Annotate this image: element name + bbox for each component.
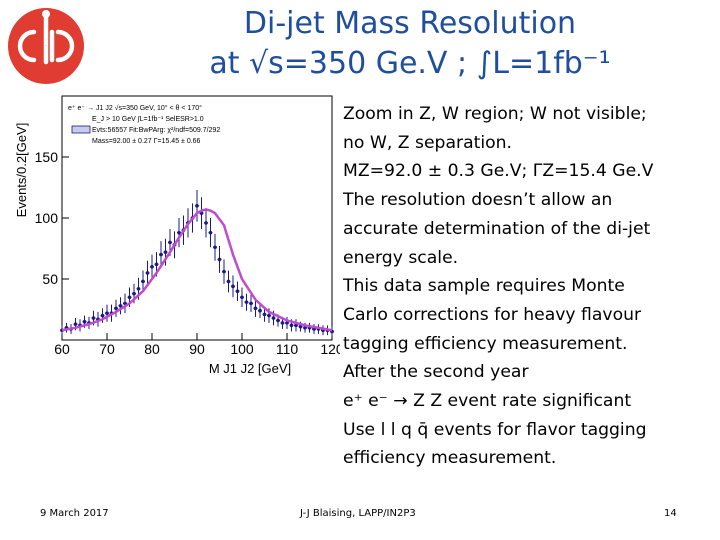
slide-title: Di-jet Mass Resolution at √s=350 Ge.V ; … bbox=[160, 4, 660, 84]
x-tick-label: 110 bbox=[276, 341, 299, 357]
data-point bbox=[118, 304, 123, 308]
body-text-line: efficiency measurement. bbox=[343, 448, 557, 469]
x-tick-label: 100 bbox=[230, 341, 254, 357]
body-text-line: Carlo corrections for heavy flavour bbox=[343, 304, 642, 325]
data-point bbox=[289, 323, 294, 328]
data-point bbox=[132, 291, 136, 296]
data-point bbox=[240, 295, 244, 300]
data-point bbox=[177, 230, 181, 235]
data-point bbox=[105, 311, 109, 315]
clic-logo: CLIC bbox=[8, 8, 84, 84]
body-text-line: e⁺ e⁻ → Z Z event rate significant bbox=[343, 391, 632, 412]
body-text-line: Zoom in Z, W region; W not visible; bbox=[343, 104, 647, 124]
data-point bbox=[195, 204, 199, 208]
data-point bbox=[150, 265, 154, 269]
data-point bbox=[244, 300, 249, 304]
data-point bbox=[235, 289, 240, 293]
body-text-line: accurate determination of the di-jet bbox=[343, 218, 651, 239]
data-point bbox=[262, 312, 267, 317]
data-point bbox=[303, 326, 307, 330]
data-point bbox=[249, 301, 253, 306]
data-point bbox=[285, 321, 289, 325]
data-point bbox=[163, 250, 168, 254]
footer-author: J-J Blaising, LAPP/IN2P3 bbox=[300, 508, 416, 519]
data-point bbox=[258, 308, 262, 313]
x-axis-label: M J1 J2 [GeV] bbox=[209, 361, 291, 376]
data-point bbox=[213, 245, 217, 250]
legend-line-1: e⁺ e⁻ → J1 J2 √s=350 GeV, 10° < θ < 170° bbox=[68, 104, 202, 112]
data-point bbox=[127, 295, 132, 300]
data-point bbox=[82, 319, 87, 324]
data-point bbox=[298, 324, 303, 329]
body-text-line: no W, Z separation. bbox=[343, 132, 512, 153]
data-point bbox=[294, 323, 298, 328]
y-tick-label: 100 bbox=[35, 210, 59, 226]
x-tick-label: 70 bbox=[99, 341, 115, 357]
data-point bbox=[276, 318, 280, 323]
data-point bbox=[208, 230, 213, 235]
body-text-line: This data sample requires Monte bbox=[343, 276, 625, 297]
x-tick-label: 120 bbox=[320, 341, 340, 357]
title-line-2: at √s=350 Ge.V ; ∫L=1fb⁻¹ bbox=[209, 46, 611, 81]
y-tick-label: 50 bbox=[42, 271, 58, 287]
y-axis-label: Events/0.2[GeV] bbox=[14, 123, 29, 218]
data-point bbox=[168, 240, 172, 245]
title-line-1: Di-jet Mass Resolution bbox=[243, 6, 577, 41]
legend-line-4: Mass=92.00 ± 0.27 Γ=15.45 ± 0.66 bbox=[92, 138, 201, 145]
data-point bbox=[114, 306, 118, 311]
fit-curve bbox=[61, 208, 333, 332]
data-point bbox=[267, 313, 271, 318]
data-point bbox=[217, 257, 222, 262]
data-point bbox=[100, 313, 105, 318]
data-point bbox=[73, 322, 78, 326]
x-tick-label: 80 bbox=[144, 341, 160, 357]
dijet-mass-plot: Events/0.2[GeV] 50 100 150 60 70 80 90 100 110 1… bbox=[14, 95, 340, 376]
data-point bbox=[145, 271, 150, 275]
data-point bbox=[159, 252, 163, 257]
data-point bbox=[226, 279, 231, 284]
data-point bbox=[222, 269, 226, 274]
body-text-line: MZ=92.0 ± 0.3 Ge.V; ΓZ=15.4 Ge.V bbox=[343, 161, 654, 182]
data-point bbox=[141, 279, 145, 284]
body-text-line: tagging efficiency measurement. bbox=[343, 333, 628, 354]
data-point bbox=[253, 306, 258, 311]
body-text-line: Use l l q q̄ events for flavor tagging bbox=[343, 419, 647, 440]
data-point bbox=[271, 316, 276, 320]
data-point bbox=[136, 286, 141, 291]
logo-text: CLIC bbox=[45, 45, 48, 47]
legend-box: e⁺ e⁻ → J1 J2 √s=350 GeV, 10° < θ < 170°… bbox=[68, 104, 220, 145]
y-tick-label: 150 bbox=[35, 149, 59, 165]
footer-date: 9 March 2017 bbox=[40, 508, 109, 519]
footer-page-number: 14 bbox=[664, 508, 677, 519]
legend-line-2: E_J > 10 GeV ∫L=1fb⁻¹ SelESR>1.0 bbox=[92, 116, 204, 123]
x-tick-label: 60 bbox=[54, 341, 70, 357]
data-point bbox=[280, 321, 285, 325]
body-text-line: The resolution doesn’t allow an bbox=[343, 190, 613, 211]
slide-body-text: Zoom in Z, W region; W not visible; no W,… bbox=[343, 100, 713, 473]
data-point bbox=[91, 316, 96, 320]
legend-line-3: Evts:56557 Fit:BwPArg: χ²/ndf=509.7/292 bbox=[92, 127, 220, 134]
legend-swatch bbox=[71, 125, 91, 134]
data-point bbox=[154, 262, 159, 267]
body-text-line: After the second year bbox=[343, 362, 529, 383]
x-tick-label: 90 bbox=[189, 341, 205, 357]
data-point bbox=[204, 221, 208, 225]
body-text-line: energy scale. bbox=[343, 247, 459, 268]
data-point bbox=[231, 284, 235, 289]
